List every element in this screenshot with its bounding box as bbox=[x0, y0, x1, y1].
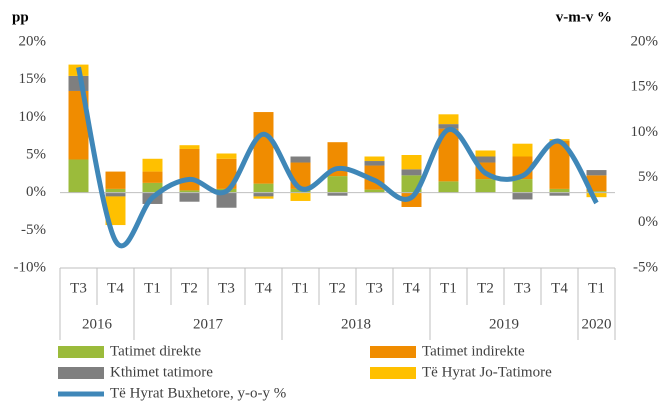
y-tick-label: 0% bbox=[26, 184, 46, 200]
bar-segment bbox=[105, 196, 126, 226]
y-tick-label: 20% bbox=[19, 33, 47, 49]
group-label: 2018 bbox=[341, 316, 371, 332]
group-label: 2016 bbox=[82, 316, 113, 332]
bar-segment bbox=[512, 143, 533, 157]
x-tick-label: T1 bbox=[440, 280, 457, 296]
legend-label: Të Hyrat Jo-Tatimore bbox=[422, 364, 552, 380]
x-tick-label: T1 bbox=[588, 280, 605, 296]
bar-segment bbox=[216, 153, 237, 159]
bar-segment bbox=[105, 188, 126, 193]
legend-label: Tatimet indirekte bbox=[422, 343, 525, 359]
y-tick-label: -10% bbox=[14, 259, 47, 275]
y2-axis-label: v-m-v % bbox=[556, 9, 612, 25]
x-tick-label: T4 bbox=[551, 280, 568, 296]
bar-segment bbox=[438, 128, 459, 182]
x-tick-label: T4 bbox=[403, 280, 420, 296]
bar-segment bbox=[105, 171, 126, 189]
y2-tick-label: 15% bbox=[631, 79, 659, 95]
bar-segment bbox=[253, 112, 274, 184]
bar-segment bbox=[142, 171, 163, 183]
x-tick-label: T1 bbox=[292, 280, 309, 296]
bar-segment bbox=[586, 192, 607, 198]
bar-segment bbox=[179, 145, 200, 149]
bar-segment bbox=[327, 176, 348, 193]
y-tick-label: 15% bbox=[19, 71, 47, 87]
y-tick-label: 5% bbox=[26, 146, 46, 162]
bar-segment bbox=[475, 179, 496, 193]
x-tick-label: T3 bbox=[514, 280, 531, 296]
bar-segment bbox=[549, 140, 570, 189]
bar-segment bbox=[290, 156, 311, 163]
x-tick-label: T2 bbox=[181, 280, 198, 296]
group-label: 2017 bbox=[193, 316, 224, 332]
bar-segment bbox=[253, 192, 274, 197]
x-tick-label: T3 bbox=[366, 280, 383, 296]
group-label: 2019 bbox=[489, 316, 519, 332]
bar-segment bbox=[475, 150, 496, 157]
bar-segment bbox=[364, 156, 385, 162]
y2-tick-label: -5% bbox=[633, 259, 658, 275]
legend-swatch bbox=[58, 367, 104, 379]
bar-segment bbox=[401, 155, 422, 170]
bar-segment bbox=[105, 192, 126, 197]
y2-tick-label: 10% bbox=[631, 124, 659, 140]
y-tick-label: -5% bbox=[21, 222, 46, 238]
bar-segment bbox=[179, 190, 200, 193]
bar-segment bbox=[438, 124, 459, 129]
legend-swatch bbox=[58, 346, 104, 358]
y-axis-label: pp bbox=[12, 9, 29, 25]
legend-label: Tatimet direkte bbox=[110, 343, 201, 359]
legend-swatch bbox=[370, 367, 416, 379]
y2-tick-label: 5% bbox=[638, 169, 658, 185]
legend-label: Kthimet tatimore bbox=[110, 364, 213, 380]
x-tick-label: T3 bbox=[70, 280, 87, 296]
bar-segment bbox=[586, 170, 607, 176]
bar-segment bbox=[68, 159, 89, 193]
group-label: 2020 bbox=[582, 316, 612, 332]
bar-segment bbox=[438, 181, 459, 193]
bar-segment bbox=[438, 114, 459, 125]
bar-segment bbox=[586, 191, 607, 193]
legend-swatch bbox=[370, 346, 416, 358]
y2-tick-label: 20% bbox=[631, 33, 659, 49]
bar-segment bbox=[364, 161, 385, 166]
bar-segment bbox=[216, 192, 237, 208]
x-tick-label: T4 bbox=[255, 280, 272, 296]
x-tick-label: T3 bbox=[218, 280, 235, 296]
x-tick-label: T2 bbox=[329, 280, 346, 296]
line-series bbox=[76, 66, 599, 249]
bar-segment bbox=[290, 192, 311, 201]
bar-segment bbox=[475, 156, 496, 163]
bar-segment bbox=[401, 169, 422, 176]
legend-label: Të Hyrat Buxhetore, y-o-y % bbox=[110, 385, 286, 401]
bar-segment bbox=[549, 192, 570, 196]
bar-segment bbox=[142, 158, 163, 172]
bar-segment bbox=[179, 192, 200, 202]
bar-segment bbox=[253, 183, 274, 193]
bar-segment bbox=[586, 175, 607, 192]
y-tick-label: 10% bbox=[19, 109, 47, 125]
bar-segment bbox=[327, 192, 348, 196]
y2-tick-label: 0% bbox=[638, 214, 658, 230]
bar-segment bbox=[512, 192, 533, 200]
bar-segment bbox=[253, 196, 274, 199]
bar-segment bbox=[142, 182, 163, 193]
bar-segment bbox=[549, 188, 570, 193]
bar-segment bbox=[512, 179, 533, 193]
bar-segment bbox=[364, 189, 385, 193]
x-tick-label: T2 bbox=[477, 280, 494, 296]
x-tick-label: T1 bbox=[144, 280, 161, 296]
x-tick-label: T4 bbox=[107, 280, 124, 296]
bar-segment bbox=[179, 148, 200, 191]
